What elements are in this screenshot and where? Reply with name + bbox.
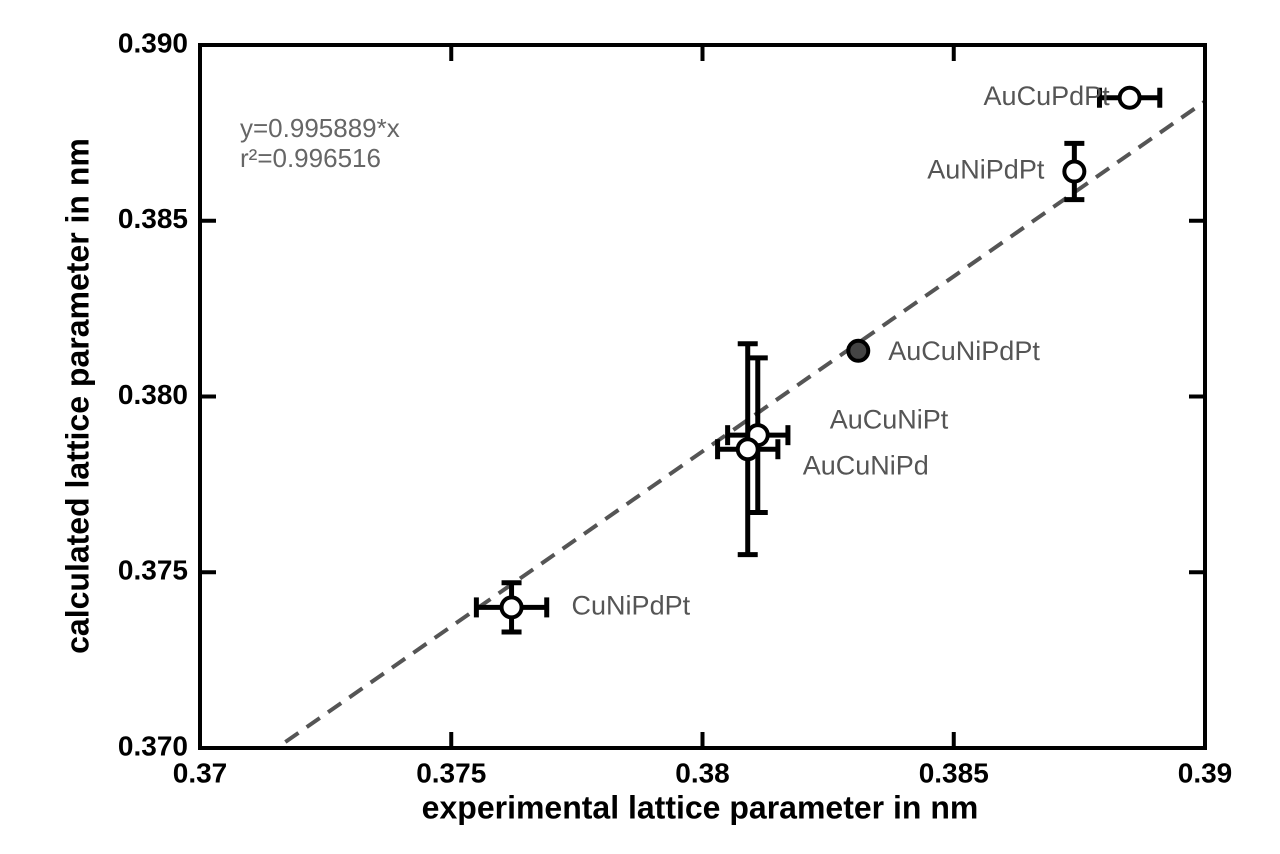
annotation: r²=0.996516: [240, 143, 381, 173]
point: [499, 595, 524, 620]
point-label: AuNiPdPt: [927, 155, 1045, 185]
y-tick-label: 0.385: [118, 203, 188, 234]
x-axis-label: experimental lattice parameter in nm: [422, 789, 979, 825]
point: [735, 437, 760, 462]
y-tick-label: 0.370: [118, 730, 188, 761]
y-tick-label: 0.380: [118, 379, 188, 410]
x-tick-label: 0.385: [919, 757, 989, 788]
point-label: AuCuNiPd: [803, 450, 929, 480]
x-tick-label: 0.37: [173, 757, 228, 788]
point-label: AuCuNiPdPt: [888, 336, 1040, 366]
y-tick-label: 0.390: [118, 27, 188, 58]
point-label: CuNiPdPt: [572, 591, 691, 621]
plot-frame: [198, 43, 1207, 750]
fit-line: [273, 99, 1205, 748]
point: [1117, 85, 1142, 110]
point: [846, 338, 871, 363]
x-tick-label: 0.38: [675, 757, 730, 788]
annotation: y=0.995889*x: [240, 113, 400, 143]
x-tick-label: 0.39: [1178, 757, 1233, 788]
y-tick-label: 0.375: [118, 555, 188, 586]
y-axis-label: calculated lattice parameter in nm: [59, 138, 95, 654]
point: [1062, 159, 1087, 184]
point-label: AuCuPdPt: [984, 81, 1111, 111]
point-label: AuCuNiPt: [830, 404, 949, 434]
x-tick-label: 0.375: [416, 757, 486, 788]
